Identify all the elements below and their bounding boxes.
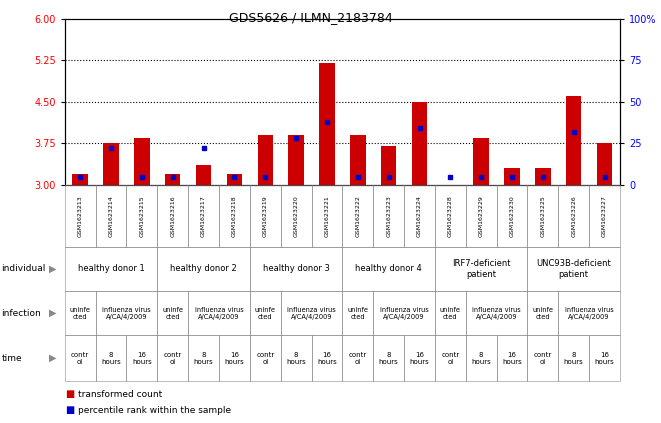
Text: GDS5626 / ILMN_2183784: GDS5626 / ILMN_2183784: [229, 11, 393, 24]
Text: 8
hours: 8 hours: [194, 352, 214, 365]
Text: GSM1623216: GSM1623216: [171, 195, 175, 237]
Text: GSM1623221: GSM1623221: [325, 195, 329, 237]
Text: uninfe
cted: uninfe cted: [440, 307, 461, 319]
Text: GSM1623218: GSM1623218: [232, 195, 237, 237]
Text: contr
ol: contr ol: [349, 352, 367, 365]
Text: GSM1623225: GSM1623225: [541, 195, 545, 237]
Text: ■: ■: [65, 405, 74, 415]
Text: transformed count: transformed count: [78, 390, 162, 399]
Text: 8
hours: 8 hours: [564, 352, 584, 365]
Text: influenza virus
A/CA/4/2009: influenza virus A/CA/4/2009: [102, 307, 151, 319]
Bar: [103, 143, 119, 185]
Text: influenza virus
A/CA/4/2009: influenza virus A/CA/4/2009: [379, 307, 428, 319]
Bar: [134, 138, 149, 185]
Text: UNC93B-deficient
patient: UNC93B-deficient patient: [536, 259, 611, 278]
Text: 8
hours: 8 hours: [286, 352, 306, 365]
Bar: [412, 102, 427, 185]
Text: GSM1623213: GSM1623213: [78, 195, 83, 237]
Text: uninfe
cted: uninfe cted: [532, 307, 553, 319]
Text: individual: individual: [1, 264, 46, 273]
Text: contr
ol: contr ol: [442, 352, 459, 365]
Text: GSM1623223: GSM1623223: [386, 195, 391, 237]
Bar: [319, 63, 334, 185]
Bar: [566, 96, 582, 185]
Text: uninfe
cted: uninfe cted: [69, 307, 91, 319]
Text: time: time: [1, 354, 22, 363]
Text: influenza virus
A/CA/4/2009: influenza virus A/CA/4/2009: [472, 307, 521, 319]
Bar: [73, 174, 88, 185]
Text: contr
ol: contr ol: [256, 352, 274, 365]
Text: healthy donor 4: healthy donor 4: [356, 264, 422, 273]
Text: GSM1623220: GSM1623220: [293, 195, 299, 237]
Text: GSM1623226: GSM1623226: [571, 195, 576, 237]
Text: GSM1623229: GSM1623229: [479, 195, 484, 237]
Text: ▶: ▶: [49, 264, 57, 274]
Text: 8
hours: 8 hours: [471, 352, 491, 365]
Text: 16
hours: 16 hours: [502, 352, 522, 365]
Bar: [535, 168, 551, 185]
Text: ▶: ▶: [49, 308, 57, 318]
Text: healthy donor 1: healthy donor 1: [78, 264, 144, 273]
Text: GSM1623217: GSM1623217: [201, 195, 206, 237]
Bar: [350, 135, 366, 185]
Bar: [473, 138, 489, 185]
Text: influenza virus
A/CA/4/2009: influenza virus A/CA/4/2009: [287, 307, 336, 319]
Bar: [165, 174, 180, 185]
Text: GSM1623214: GSM1623214: [108, 195, 114, 237]
Text: ■: ■: [65, 389, 74, 399]
Text: GSM1623230: GSM1623230: [510, 195, 514, 237]
Text: 16
hours: 16 hours: [410, 352, 430, 365]
Bar: [504, 168, 520, 185]
Text: contr
ol: contr ol: [534, 352, 552, 365]
Text: 16
hours: 16 hours: [595, 352, 615, 365]
Text: GSM1623222: GSM1623222: [356, 195, 360, 237]
Text: 16
hours: 16 hours: [132, 352, 152, 365]
Bar: [381, 146, 397, 185]
Text: uninfe
cted: uninfe cted: [162, 307, 183, 319]
Bar: [258, 135, 273, 185]
Bar: [196, 165, 212, 185]
Text: influenza virus
A/CA/4/2009: influenza virus A/CA/4/2009: [194, 307, 243, 319]
Text: 16
hours: 16 hours: [225, 352, 245, 365]
Text: 8
hours: 8 hours: [379, 352, 399, 365]
Text: percentile rank within the sample: percentile rank within the sample: [78, 406, 231, 415]
Text: uninfe
cted: uninfe cted: [347, 307, 368, 319]
Bar: [227, 174, 242, 185]
Text: contr
ol: contr ol: [71, 352, 89, 365]
Text: healthy donor 3: healthy donor 3: [262, 264, 330, 273]
Text: uninfe
cted: uninfe cted: [254, 307, 276, 319]
Bar: [597, 143, 612, 185]
Text: GSM1623227: GSM1623227: [602, 195, 607, 237]
Text: GSM1623224: GSM1623224: [417, 195, 422, 237]
Text: influenza virus
A/CA/4/2009: influenza virus A/CA/4/2009: [564, 307, 613, 319]
Text: 16
hours: 16 hours: [317, 352, 337, 365]
Text: IRF7-deficient
patient: IRF7-deficient patient: [452, 259, 510, 278]
Text: GSM1623228: GSM1623228: [448, 195, 453, 237]
Text: healthy donor 2: healthy donor 2: [171, 264, 237, 273]
Text: contr
ol: contr ol: [164, 352, 182, 365]
Text: GSM1623219: GSM1623219: [263, 195, 268, 237]
Text: GSM1623215: GSM1623215: [139, 195, 144, 237]
Text: ▶: ▶: [49, 353, 57, 363]
Bar: [288, 135, 304, 185]
Text: infection: infection: [1, 308, 41, 318]
Text: 8
hours: 8 hours: [101, 352, 121, 365]
